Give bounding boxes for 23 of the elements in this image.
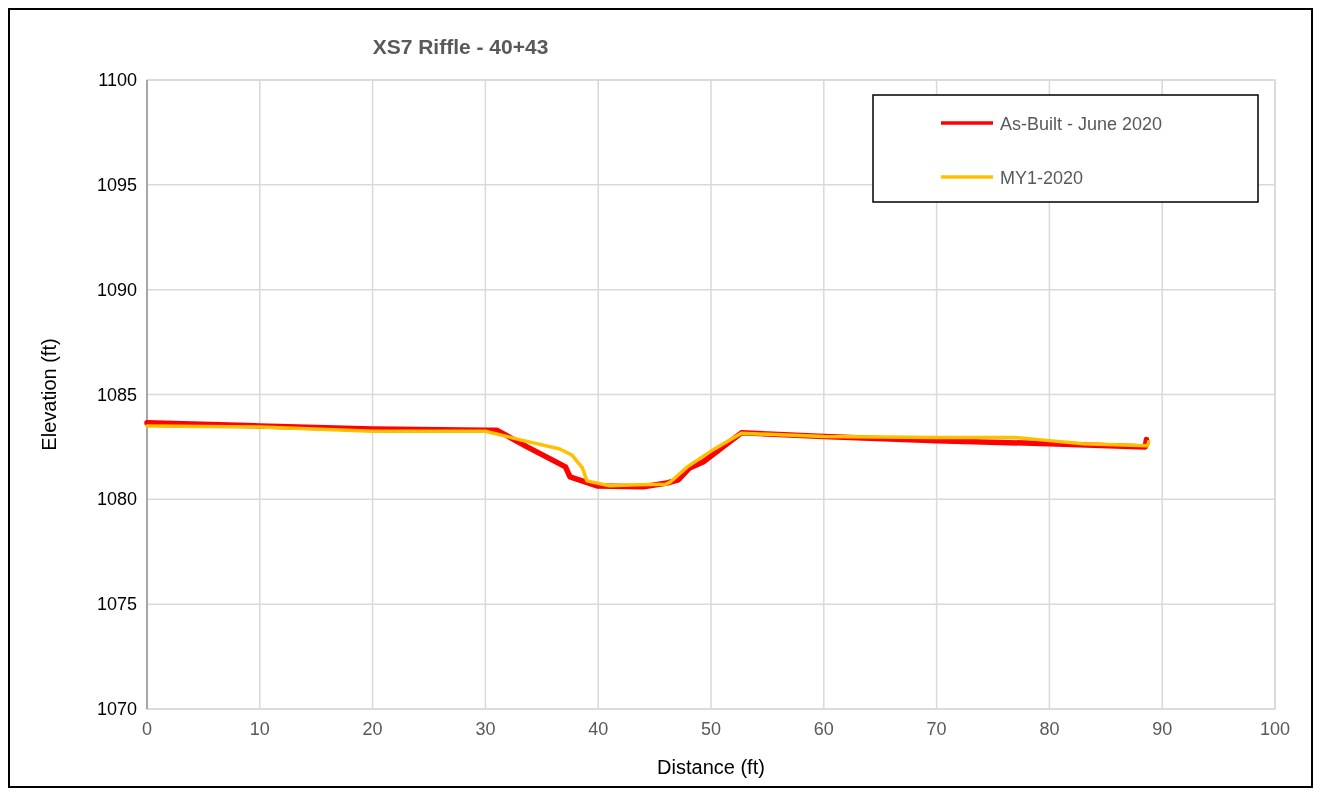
legend-label: MY1-2020 xyxy=(1000,168,1084,188)
x-tick-label: 40 xyxy=(588,719,609,739)
y-tick-label: 1090 xyxy=(96,279,137,300)
x-tick-label: 90 xyxy=(1152,719,1173,739)
x-tick-label: 0 xyxy=(141,719,153,739)
y-tick-label: 1070 xyxy=(96,699,137,719)
y-tick-label: 1085 xyxy=(96,384,137,405)
x-tick-label: 50 xyxy=(700,719,722,739)
legend-label: As-Built - June 2020 xyxy=(1000,114,1163,134)
x-tick-label: 10 xyxy=(249,719,270,739)
x-axis-title: Distance (ft) xyxy=(657,756,765,778)
y-tick-label: 1095 xyxy=(96,174,137,195)
x-tick-label: 30 xyxy=(475,719,496,739)
x-tick-label: 70 xyxy=(926,719,947,739)
y-tick-label: 1080 xyxy=(96,489,137,510)
y-axis-title: Elevation (ft) xyxy=(38,338,60,451)
y-tick-label: 1075 xyxy=(96,594,137,615)
x-tick-label: 20 xyxy=(362,719,383,739)
chart-title: XS7 Riffle - 40+43 xyxy=(372,35,549,58)
y-tick-label: 1100 xyxy=(98,70,137,90)
x-tick-label: 80 xyxy=(1039,719,1060,739)
x-tick-label: 60 xyxy=(813,719,834,739)
x-tick-label: 100 xyxy=(1259,719,1291,739)
